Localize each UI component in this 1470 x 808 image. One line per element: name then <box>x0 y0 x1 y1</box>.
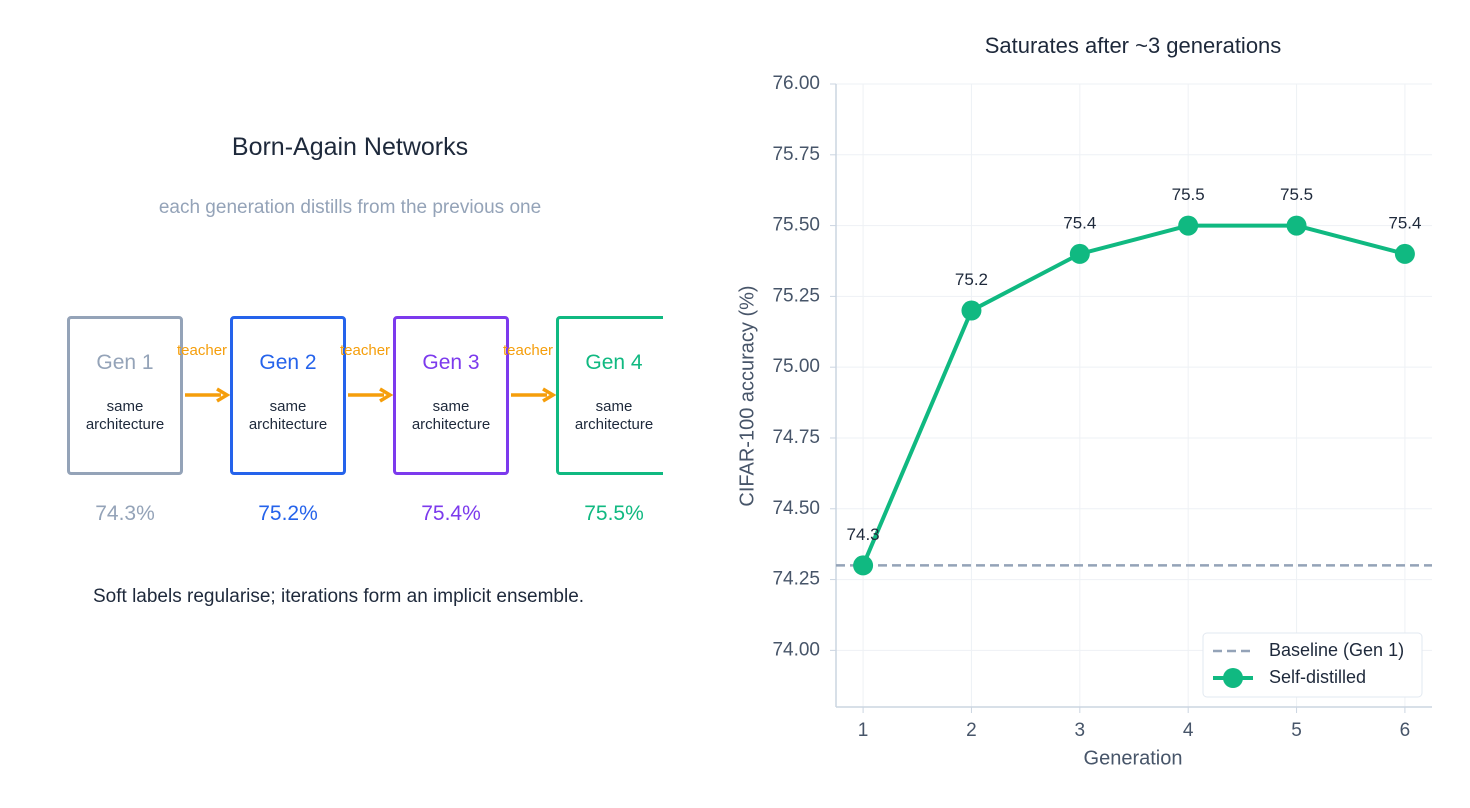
y-tick-label: 75.75 <box>772 144 820 165</box>
node-description: same architecture <box>85 398 165 433</box>
y-tick-label: 74.50 <box>772 498 820 519</box>
arrow <box>379 387 394 403</box>
point <box>1286 215 1307 236</box>
value-label: 75.4 <box>1388 213 1421 232</box>
x-tick-label: 3 <box>1075 720 1086 741</box>
node-label: Gen 1 <box>96 351 154 374</box>
x-tick-label: 2 <box>966 720 977 741</box>
y-tick-label: 74.00 <box>772 639 820 660</box>
node-box <box>67 316 183 475</box>
arrow <box>216 387 231 403</box>
y-tick-label: 74.75 <box>772 427 820 448</box>
y-tick-label: 76.00 <box>772 73 820 94</box>
legend-box <box>1202 632 1423 698</box>
y-tick-label: 75.00 <box>772 356 820 377</box>
y-tick-label: 75.25 <box>772 285 820 306</box>
diagram-subtitle: each generation distills from the previo… <box>158 197 542 218</box>
diagram: Born-Again Networks each generation dist… <box>0 0 663 808</box>
edge-label: teacher <box>340 342 391 359</box>
legend-label: Self-distilled <box>1269 667 1366 687</box>
node-box <box>393 316 509 475</box>
node-description: same architecture <box>574 398 654 433</box>
value-label: 75.5 <box>1280 185 1313 204</box>
arrow <box>542 387 557 403</box>
node-accuracy: 75.4% <box>421 502 481 525</box>
node-description: same architecture <box>411 398 491 433</box>
x-tick-label: 5 <box>1291 720 1302 741</box>
value-label: 75.4 <box>1063 213 1096 232</box>
y-tick-label: 75.50 <box>772 215 820 236</box>
chart-title: Saturates after ~3 generations <box>985 33 1282 58</box>
legend-swatch <box>1223 668 1243 688</box>
node-label: Gen 3 <box>422 351 480 374</box>
node-accuracy: 75.2% <box>258 502 318 525</box>
x-tick-label: 6 <box>1400 720 1411 741</box>
node-label: Gen 4 <box>585 351 643 374</box>
point <box>1069 243 1090 264</box>
node-accuracy: 75.5% <box>584 502 644 525</box>
node-box <box>556 316 663 475</box>
value-label: 74.3 <box>847 525 880 544</box>
arrows <box>185 387 557 403</box>
legend-label: Baseline (Gen 1) <box>1269 640 1404 660</box>
node-description: same architecture <box>248 398 328 433</box>
x-tick-label: 1 <box>858 720 869 741</box>
line <box>861 223 1406 567</box>
x-axis-label: Generation <box>1084 747 1183 769</box>
node-label: Gen 2 <box>259 351 317 374</box>
point <box>1394 243 1415 264</box>
x-tick-label: 4 <box>1183 720 1194 741</box>
value-label: 75.2 <box>955 270 988 289</box>
point <box>853 555 874 576</box>
y-axis-label: CIFAR-100 accuracy (%) <box>736 285 758 506</box>
node-accuracy: 74.3% <box>95 502 155 525</box>
point <box>1178 215 1199 236</box>
footer-note: Soft labels regularise; iterations form … <box>93 586 585 607</box>
node-box <box>230 316 346 475</box>
value-label: 75.5 <box>1172 185 1205 204</box>
diagram-title: Born-Again Networks <box>231 133 469 161</box>
y-tick-label: 74.25 <box>772 569 820 590</box>
point <box>961 300 982 321</box>
edge-label: teacher <box>177 342 228 359</box>
edge-label: teacher <box>503 342 554 359</box>
